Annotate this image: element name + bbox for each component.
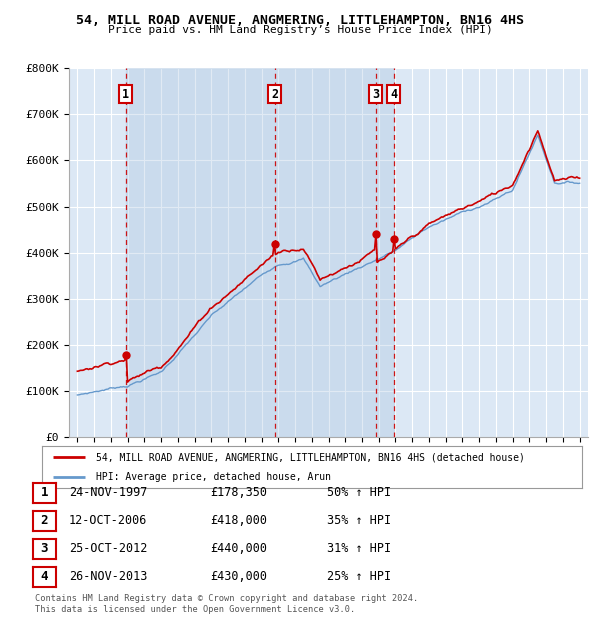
Text: 31% ↑ HPI: 31% ↑ HPI — [327, 542, 391, 555]
Text: £440,000: £440,000 — [210, 542, 267, 555]
Bar — [126, 68, 394, 437]
Text: 3: 3 — [41, 542, 48, 555]
Text: 4: 4 — [390, 87, 397, 100]
Text: 1: 1 — [41, 487, 48, 499]
Text: HPI: Average price, detached house, Arun: HPI: Average price, detached house, Arun — [96, 472, 331, 482]
Text: 25-OCT-2012: 25-OCT-2012 — [69, 542, 148, 555]
Text: £178,350: £178,350 — [210, 487, 267, 499]
Text: 2: 2 — [271, 87, 278, 100]
Text: 35% ↑ HPI: 35% ↑ HPI — [327, 515, 391, 527]
Text: 50% ↑ HPI: 50% ↑ HPI — [327, 487, 391, 499]
Text: 3: 3 — [372, 87, 379, 100]
Text: 2: 2 — [41, 515, 48, 527]
Text: 26-NOV-2013: 26-NOV-2013 — [69, 570, 148, 583]
Text: Contains HM Land Registry data © Crown copyright and database right 2024.: Contains HM Land Registry data © Crown c… — [35, 593, 418, 603]
Text: Price paid vs. HM Land Registry’s House Price Index (HPI): Price paid vs. HM Land Registry’s House … — [107, 25, 493, 35]
Text: 54, MILL ROAD AVENUE, ANGMERING, LITTLEHAMPTON, BN16 4HS: 54, MILL ROAD AVENUE, ANGMERING, LITTLEH… — [76, 14, 524, 27]
Text: 4: 4 — [41, 570, 48, 583]
Text: £430,000: £430,000 — [210, 570, 267, 583]
Text: 1: 1 — [122, 87, 130, 100]
Text: This data is licensed under the Open Government Licence v3.0.: This data is licensed under the Open Gov… — [35, 604, 355, 614]
Text: 24-NOV-1997: 24-NOV-1997 — [69, 487, 148, 499]
Text: £418,000: £418,000 — [210, 515, 267, 527]
Text: 25% ↑ HPI: 25% ↑ HPI — [327, 570, 391, 583]
Text: 12-OCT-2006: 12-OCT-2006 — [69, 515, 148, 527]
Text: 54, MILL ROAD AVENUE, ANGMERING, LITTLEHAMPTON, BN16 4HS (detached house): 54, MILL ROAD AVENUE, ANGMERING, LITTLEH… — [96, 452, 525, 462]
